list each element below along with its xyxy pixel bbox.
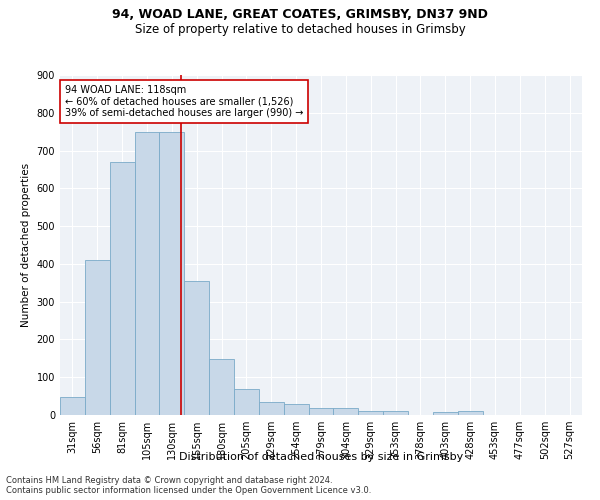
Bar	[85, 260, 110, 415]
Text: Distribution of detached houses by size in Grimsby: Distribution of detached houses by size …	[179, 452, 463, 462]
Bar	[433, 412, 458, 415]
Bar	[110, 162, 134, 415]
Bar	[234, 388, 259, 415]
Y-axis label: Number of detached properties: Number of detached properties	[21, 163, 31, 327]
Bar	[284, 404, 308, 415]
Bar	[60, 397, 85, 415]
Bar	[259, 402, 284, 415]
Bar	[383, 411, 408, 415]
Bar	[458, 411, 482, 415]
Bar	[134, 132, 160, 415]
Bar	[184, 281, 209, 415]
Text: 94, WOAD LANE, GREAT COATES, GRIMSBY, DN37 9ND: 94, WOAD LANE, GREAT COATES, GRIMSBY, DN…	[112, 8, 488, 20]
Bar	[160, 132, 184, 415]
Text: Size of property relative to detached houses in Grimsby: Size of property relative to detached ho…	[134, 22, 466, 36]
Text: Contains HM Land Registry data © Crown copyright and database right 2024.
Contai: Contains HM Land Registry data © Crown c…	[6, 476, 371, 495]
Bar	[334, 408, 358, 415]
Bar	[209, 359, 234, 415]
Bar	[358, 411, 383, 415]
Bar	[308, 408, 334, 415]
Text: 94 WOAD LANE: 118sqm
← 60% of detached houses are smaller (1,526)
39% of semi-de: 94 WOAD LANE: 118sqm ← 60% of detached h…	[65, 85, 304, 118]
